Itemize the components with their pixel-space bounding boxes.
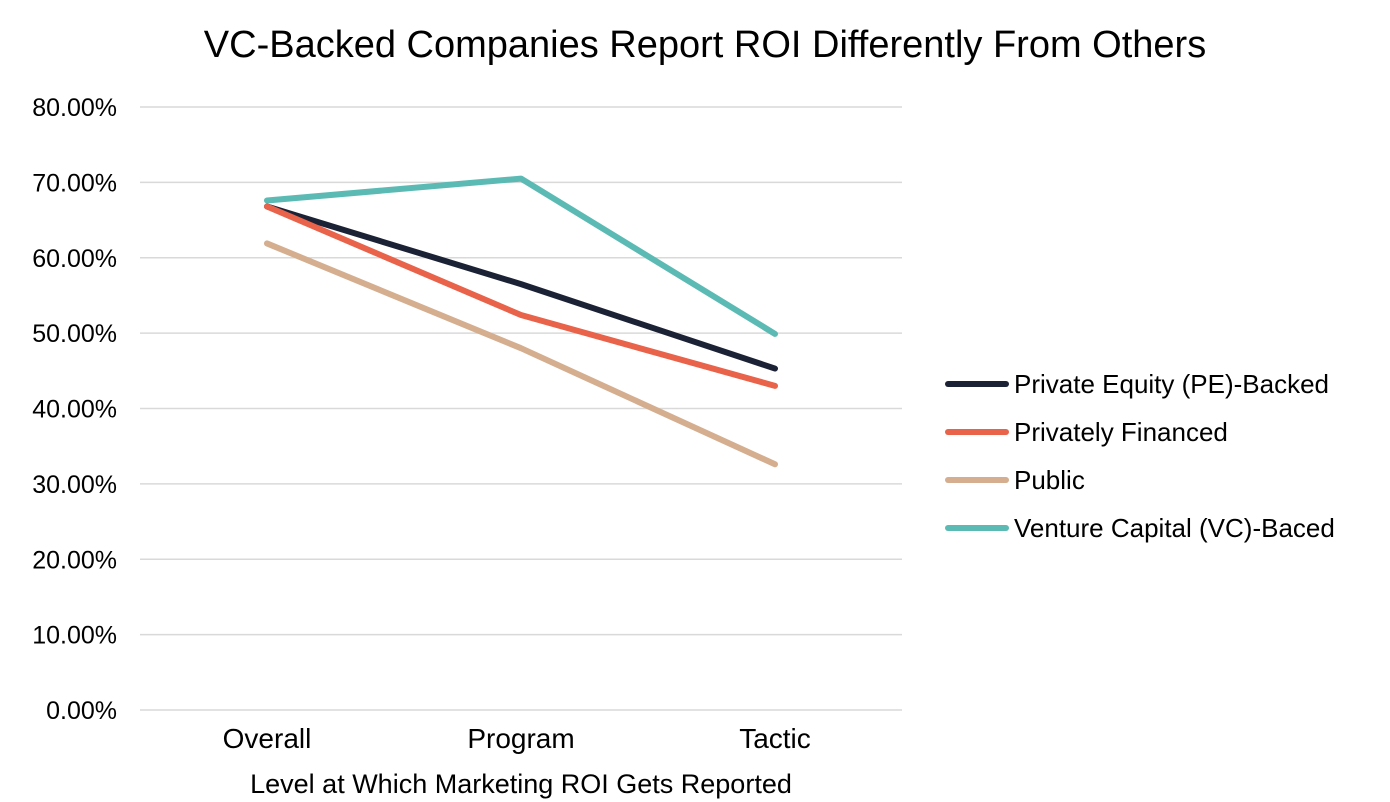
y-tick-label: 30.00% [32, 471, 117, 499]
y-tick-label: 20.00% [32, 546, 117, 574]
y-tick-label: 80.00% [32, 94, 117, 122]
series-line-0 [264, 203, 778, 372]
y-tick-label: 0.00% [46, 697, 117, 725]
x-axis-ticks: Overall Program Tactic [223, 723, 811, 754]
gridlines [140, 106, 902, 711]
x-tick-label: Overall [223, 723, 312, 754]
y-tick-label: 40.00% [32, 396, 117, 424]
chart-title: VC-Backed Companies Report ROI Different… [204, 24, 1206, 66]
legend-label: Venture Capital (VC)-Baced [1014, 513, 1335, 543]
legend: Private Equity (PE)-Backed Privately Fina… [945, 369, 1335, 543]
x-tick-label: Program [467, 723, 574, 754]
y-tick-label: 10.00% [32, 622, 117, 650]
series-line-3 [264, 175, 778, 337]
x-tick-label: Tactic [739, 723, 811, 754]
x-axis-label: Level at Which Marketing ROI Gets Report… [250, 769, 792, 799]
legend-label: Privately Financed [1014, 417, 1228, 447]
series-line-2 [264, 240, 778, 468]
y-tick-label: 60.00% [32, 245, 117, 273]
series-lines [264, 175, 778, 468]
series-line-1 [264, 203, 778, 389]
y-axis-ticks: 0.00% 10.00% 20.00% 30.00% 40.00% 50.00% 60.00… [32, 94, 117, 725]
y-tick-label: 70.00% [32, 169, 117, 197]
y-tick-label: 50.00% [32, 320, 117, 348]
legend-label: Public [1014, 465, 1085, 495]
legend-label: Private Equity (PE)-Backed [1014, 369, 1329, 399]
